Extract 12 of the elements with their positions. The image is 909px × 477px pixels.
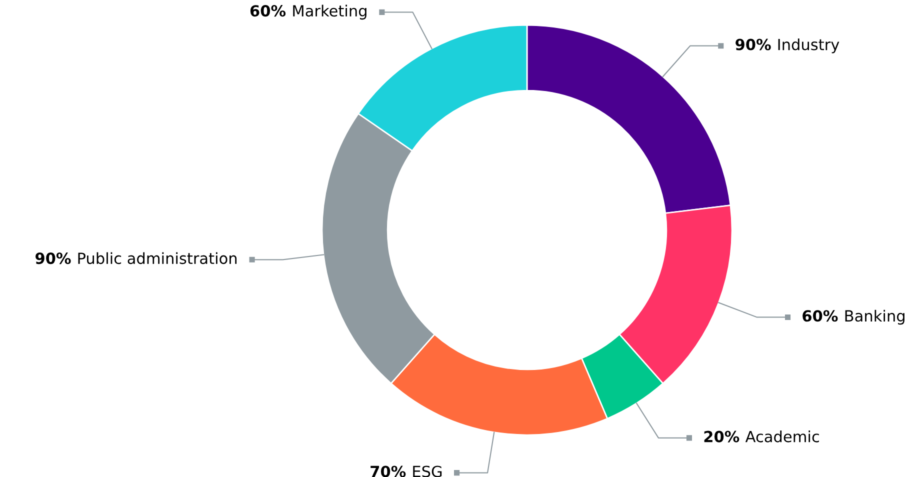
slice-label: Industry — [778, 38, 840, 54]
data-label: 90% — [36, 252, 71, 264]
slice-label: Marketing — [293, 4, 366, 20]
data-label: 70% — [370, 466, 406, 477]
slice-label: Academic — [745, 430, 819, 442]
data-label: 90% — [736, 38, 771, 50]
data-label: 20% — [704, 430, 740, 442]
slice-label: ESG — [413, 466, 442, 477]
data-label: 60% — [802, 310, 838, 322]
data-label: 60% — [250, 5, 286, 17]
legend-label: Public administration — [78, 252, 237, 264]
slice-label: Banking — [845, 310, 904, 325]
